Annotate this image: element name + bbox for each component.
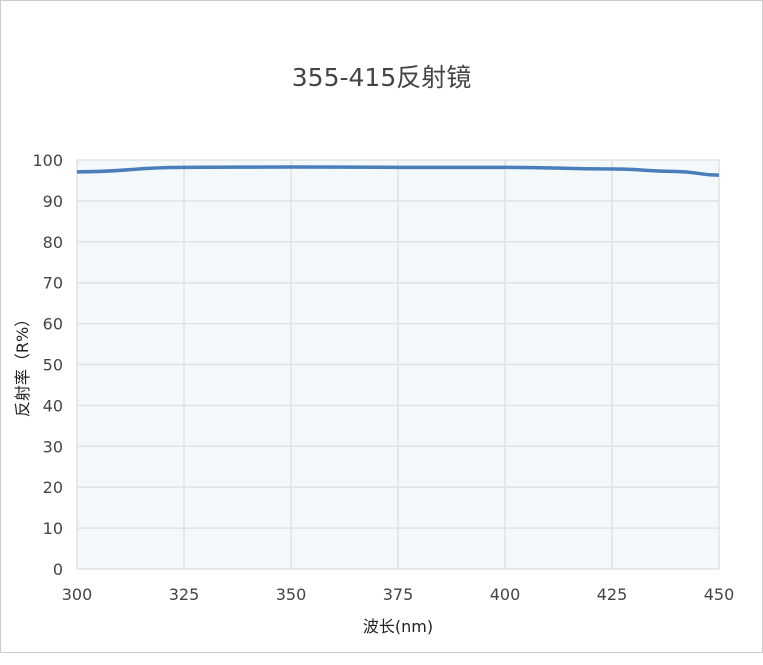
y-tick-label: 50 [43, 356, 63, 375]
x-tick-label: 375 [383, 585, 414, 604]
x-axis-label: 波长(nm) [363, 617, 433, 636]
y-tick-label: 70 [43, 274, 63, 293]
y-axis-label: 反射率（R%） [13, 311, 32, 417]
x-tick-label: 350 [276, 585, 307, 604]
y-tick-label: 90 [43, 192, 63, 211]
y-tick-label: 20 [43, 478, 63, 497]
x-tick-label: 325 [169, 585, 200, 604]
y-tick-label: 40 [43, 396, 63, 415]
y-tick-label: 10 [43, 519, 63, 538]
x-tick-label: 300 [62, 585, 93, 604]
x-tick-label: 400 [490, 585, 521, 604]
y-tick-label: 100 [32, 151, 63, 170]
y-tick-label: 60 [43, 315, 63, 334]
chart-title: 355-415反射镜 [291, 63, 472, 92]
y-tick-label: 80 [43, 233, 63, 252]
x-tick-label: 425 [597, 585, 628, 604]
y-tick-label: 0 [53, 560, 63, 579]
x-tick-label: 450 [704, 585, 735, 604]
y-tick-label: 30 [43, 437, 63, 456]
series-line [76, 165, 720, 177]
